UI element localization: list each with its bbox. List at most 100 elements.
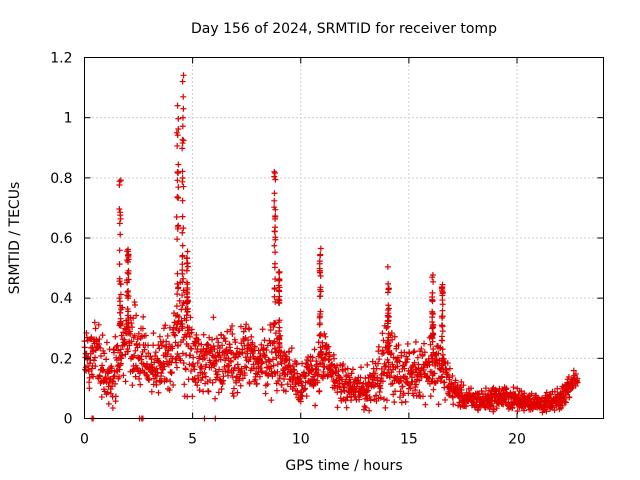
data-point	[230, 367, 237, 374]
data-point	[372, 370, 379, 377]
data-point	[361, 403, 368, 410]
data-point	[174, 320, 181, 327]
data-point	[342, 397, 349, 404]
data-point	[229, 390, 236, 397]
data-point	[416, 377, 423, 384]
data-point	[116, 295, 123, 302]
data-point	[109, 377, 116, 384]
data-point	[107, 390, 114, 397]
data-point	[184, 393, 191, 400]
data-point	[302, 385, 309, 392]
data-point	[179, 123, 186, 130]
data-point	[420, 366, 427, 373]
data-point	[551, 388, 558, 395]
data-point	[228, 358, 235, 365]
data-point	[316, 258, 323, 265]
data-point	[411, 348, 418, 355]
data-point	[273, 387, 280, 394]
data-point	[303, 356, 310, 363]
data-point	[392, 388, 399, 395]
data-point	[349, 366, 356, 373]
data-point	[265, 372, 272, 379]
data-point	[204, 341, 211, 348]
data-point	[376, 389, 383, 396]
data-point	[394, 373, 401, 380]
data-point	[156, 333, 163, 340]
data-point	[384, 312, 391, 319]
data-point	[430, 349, 437, 356]
data-point	[179, 253, 186, 260]
data-point	[117, 346, 124, 353]
data-point	[396, 394, 403, 401]
data-point	[170, 324, 177, 331]
data-point	[174, 177, 181, 184]
data-point	[179, 197, 186, 204]
data-point	[380, 350, 387, 357]
data-point	[388, 350, 395, 357]
data-point	[211, 346, 218, 353]
y-tick-label: 0.6	[50, 231, 72, 247]
data-point	[391, 399, 398, 406]
data-point	[156, 359, 163, 366]
data-point	[316, 320, 323, 327]
data-point	[380, 337, 387, 344]
data-point	[184, 289, 191, 296]
data-point	[276, 339, 283, 346]
data-point	[364, 361, 371, 368]
data-point	[182, 366, 189, 373]
data-point	[145, 342, 152, 349]
data-point	[248, 333, 255, 340]
data-point	[275, 287, 282, 294]
data-point	[275, 296, 282, 303]
data-point	[317, 273, 324, 280]
data-point	[276, 317, 283, 324]
data-point	[319, 375, 326, 382]
data-point	[173, 364, 180, 371]
data-point	[478, 388, 485, 395]
data-point	[271, 264, 278, 271]
data-point	[333, 362, 340, 369]
data-point	[382, 364, 389, 371]
data-point	[168, 369, 175, 376]
data-point	[124, 305, 131, 312]
data-point	[298, 378, 305, 385]
data-point	[489, 403, 496, 410]
data-point	[179, 242, 186, 249]
data-point	[120, 372, 127, 379]
data-point	[135, 330, 142, 337]
data-point	[503, 385, 510, 392]
data-point	[458, 386, 465, 393]
data-point	[429, 294, 436, 301]
data-point	[201, 355, 208, 362]
data-point	[180, 93, 187, 100]
data-point	[217, 356, 224, 363]
data-point	[163, 338, 170, 345]
y-tick-label: 0.8	[50, 171, 72, 187]
data-point	[116, 220, 123, 227]
data-point	[286, 349, 293, 356]
data-point	[334, 404, 341, 411]
data-point	[514, 408, 521, 415]
data-point	[125, 316, 132, 323]
data-point	[184, 248, 191, 255]
data-point	[293, 361, 300, 368]
data-point	[439, 322, 446, 329]
data-point	[179, 114, 186, 121]
data-point	[396, 358, 403, 365]
data-point	[439, 373, 446, 380]
data-point	[117, 309, 124, 316]
data-point	[175, 353, 182, 360]
data-point	[377, 385, 384, 392]
data-point	[429, 359, 436, 366]
data-point	[153, 381, 160, 388]
data-point	[276, 297, 283, 304]
data-point	[394, 363, 401, 370]
data-point	[429, 323, 436, 330]
data-point	[321, 330, 328, 337]
data-point	[137, 381, 144, 388]
data-point	[230, 385, 237, 392]
data-point	[116, 247, 123, 254]
data-point	[259, 369, 266, 376]
data-point	[384, 307, 391, 314]
